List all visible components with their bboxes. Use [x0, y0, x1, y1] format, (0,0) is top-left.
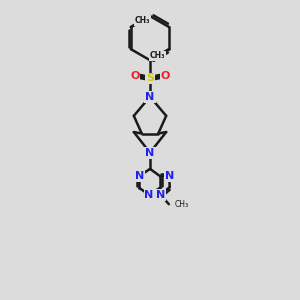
Text: N: N — [135, 171, 144, 181]
Text: N: N — [164, 171, 174, 181]
Text: N: N — [145, 190, 154, 200]
Text: N: N — [146, 92, 154, 102]
Text: CH₃: CH₃ — [150, 51, 165, 60]
Text: N: N — [146, 148, 154, 158]
Text: O: O — [160, 70, 170, 80]
Text: O: O — [130, 70, 140, 80]
Text: N: N — [156, 190, 165, 200]
Text: CH₃: CH₃ — [135, 16, 150, 25]
Text: CH₃: CH₃ — [174, 200, 188, 209]
Text: S: S — [146, 74, 154, 83]
